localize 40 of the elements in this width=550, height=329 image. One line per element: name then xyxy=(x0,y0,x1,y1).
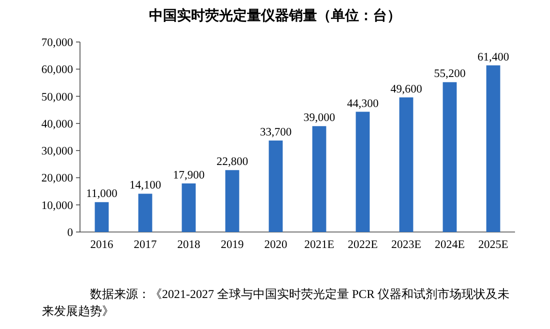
y-tick-label: 60,000 xyxy=(41,64,74,76)
data-label: 44,300 xyxy=(346,98,379,110)
data-label: 61,400 xyxy=(477,51,510,64)
y-tick-label: 40,000 xyxy=(41,118,74,130)
source-note: 数据来源：《2021-2027 全球与中国实时荧光定量 PCR 仪器和试剂市场现状及未来发展趋势》 xyxy=(42,286,511,320)
data-label: 49,600 xyxy=(390,83,422,96)
y-tick-label: 50,000 xyxy=(41,91,74,104)
data-label: 14,100 xyxy=(129,180,162,192)
data-label: 39,000 xyxy=(303,112,336,124)
bar xyxy=(268,140,283,232)
y-tick-label: 20,000 xyxy=(41,172,74,185)
x-tick-label: 2019 xyxy=(220,239,244,251)
bar xyxy=(442,82,457,232)
data-label: 17,900 xyxy=(172,169,205,182)
bar xyxy=(399,97,414,232)
data-label: 55,200 xyxy=(434,68,466,80)
bar xyxy=(312,126,326,232)
bar xyxy=(182,183,196,232)
bar xyxy=(138,194,152,232)
y-tick-label: 70,000 xyxy=(41,37,74,49)
y-tick-label: 10,000 xyxy=(41,200,74,212)
x-tick-label: 2020 xyxy=(264,239,288,251)
x-tick-label: 2018 xyxy=(177,239,200,251)
y-tick-label: 0 xyxy=(67,227,74,239)
data-label: 33,700 xyxy=(260,126,292,139)
x-tick-label: 2021E xyxy=(304,239,334,251)
chart-title: 中国实时荧光定量仪器销量（单位：台） xyxy=(149,7,401,24)
data-label: 11,000 xyxy=(86,188,118,200)
x-tick-label: 2022E xyxy=(348,239,378,251)
data-label: 22,800 xyxy=(216,156,248,168)
bar xyxy=(225,170,240,232)
bar xyxy=(356,112,370,232)
bar xyxy=(94,202,109,232)
x-tick-label: 2023E xyxy=(391,239,422,251)
x-tick-label: 2024E xyxy=(434,239,465,251)
bar xyxy=(486,65,500,232)
x-tick-label: 2025E xyxy=(478,239,508,251)
x-tick-label: 2017 xyxy=(134,239,157,251)
y-tick-label: 30,000 xyxy=(41,146,74,158)
x-tick-label: 2016 xyxy=(90,239,114,251)
